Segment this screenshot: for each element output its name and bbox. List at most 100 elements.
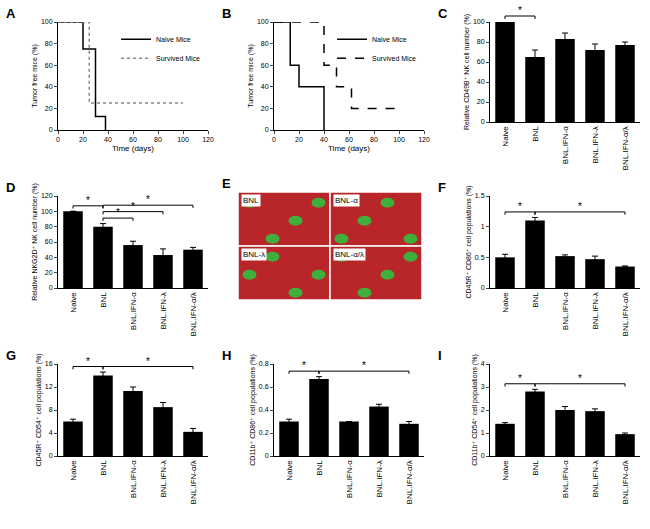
svg-text:BNL: BNL [99, 460, 108, 476]
svg-text:BNL.IFN-α: BNL.IFN-α [561, 460, 570, 498]
svg-text:120: 120 [202, 136, 214, 143]
svg-text:BNL: BNL [531, 126, 540, 142]
svg-text:Survived Mice: Survived Mice [156, 55, 200, 62]
svg-text:0: 0 [49, 284, 53, 291]
svg-text:BNL.IFN-λ: BNL.IFN-λ [159, 460, 168, 497]
svg-text:40: 40 [477, 78, 485, 85]
svg-text:CD11b⁺ CD86⁺ cell populations: CD11b⁺ CD86⁺ cell populations (%) [249, 354, 257, 466]
svg-text:BNL.IFN-α/λ: BNL.IFN-α/λ [621, 292, 630, 336]
svg-text:Naive: Naive [501, 292, 510, 313]
svg-text:Naive Mice: Naive Mice [156, 36, 191, 43]
svg-text:B: B [222, 6, 231, 21]
svg-text:100: 100 [393, 136, 405, 143]
svg-text:100: 100 [41, 208, 53, 215]
svg-text:40: 40 [320, 136, 328, 143]
svg-text:0: 0 [49, 126, 53, 133]
svg-text:*: * [86, 195, 90, 206]
svg-text:BNL.IFN-α: BNL.IFN-α [129, 292, 138, 330]
svg-text:0.5: 0.5 [475, 254, 485, 261]
svg-text:0.2: 0.2 [259, 429, 269, 436]
svg-text:0.4: 0.4 [259, 406, 269, 413]
svg-text:1.5: 1.5 [475, 192, 485, 199]
svg-text:0: 0 [272, 136, 276, 143]
svg-text:60: 60 [45, 238, 53, 245]
svg-text:20: 20 [45, 105, 53, 112]
svg-text:BNL: BNL [99, 292, 108, 308]
svg-text:BNL-α/λ: BNL-α/λ [335, 250, 364, 259]
svg-text:4: 4 [481, 360, 485, 367]
svg-text:*: * [146, 194, 150, 205]
svg-text:A: A [6, 6, 16, 21]
svg-text:BNL.IFN-α/λ: BNL.IFN-α/λ [621, 460, 630, 504]
svg-text:40: 40 [261, 83, 269, 90]
svg-text:BNL.IFN-α/λ: BNL.IFN-α/λ [405, 460, 414, 504]
svg-text:0: 0 [265, 452, 269, 459]
svg-text:0.8: 0.8 [259, 360, 269, 367]
svg-text:Naive: Naive [69, 460, 78, 481]
svg-text:*: * [146, 356, 150, 367]
svg-text:Time (days): Time (days) [112, 144, 154, 153]
svg-text:E: E [222, 176, 231, 191]
svg-text:*: * [518, 201, 522, 212]
svg-text:4: 4 [49, 429, 53, 436]
svg-text:60: 60 [261, 62, 269, 69]
svg-text:60: 60 [477, 58, 485, 65]
svg-text:100: 100 [41, 18, 53, 25]
svg-text:*: * [578, 201, 582, 212]
svg-text:1: 1 [481, 223, 485, 230]
svg-text:*: * [302, 360, 306, 371]
svg-text:CD45R⁺ CD54⁺ cell populations: CD45R⁺ CD54⁺ cell populations (%) [35, 353, 43, 466]
svg-text:*: * [131, 201, 135, 212]
svg-text:C: C [438, 6, 448, 21]
svg-text:16: 16 [45, 360, 53, 367]
svg-text:0: 0 [49, 452, 53, 459]
svg-text:60: 60 [345, 136, 353, 143]
svg-text:80: 80 [477, 38, 485, 45]
svg-text:*: * [116, 207, 120, 218]
svg-text:100: 100 [473, 18, 485, 25]
svg-text:1: 1 [481, 429, 485, 436]
svg-text:Time (days): Time (days) [328, 144, 370, 153]
svg-text:BNL-α: BNL-α [335, 196, 358, 205]
svg-text:*: * [518, 373, 522, 384]
svg-text:BNL.IFN-λ: BNL.IFN-λ [591, 126, 600, 163]
svg-text:0: 0 [481, 284, 485, 291]
svg-text:40: 40 [45, 254, 53, 261]
svg-text:BNL: BNL [243, 196, 259, 205]
svg-text:Naive: Naive [501, 460, 510, 481]
svg-text:0: 0 [481, 452, 485, 459]
svg-text:Survived Mice: Survived Mice [372, 55, 416, 62]
svg-text:F: F [438, 180, 446, 195]
svg-text:BNL.IFN-α/λ: BNL.IFN-α/λ [621, 126, 630, 170]
svg-text:BNL.IFN-α/λ: BNL.IFN-α/λ [189, 460, 198, 504]
svg-text:80: 80 [45, 223, 53, 230]
svg-text:100: 100 [177, 136, 189, 143]
svg-text:Tumor free mice (%): Tumor free mice (%) [247, 44, 255, 108]
svg-text:20: 20 [477, 98, 485, 105]
svg-text:BNL: BNL [531, 460, 540, 476]
svg-text:BNL: BNL [531, 292, 540, 308]
svg-text:20: 20 [261, 105, 269, 112]
svg-text:Tumor free mice (%): Tumor free mice (%) [31, 44, 39, 108]
svg-text:*: * [86, 356, 90, 367]
svg-text:120: 120 [41, 192, 53, 199]
svg-text:*: * [518, 5, 522, 16]
svg-text:BNL.IFN-α/λ: BNL.IFN-α/λ [189, 292, 198, 336]
svg-text:100: 100 [257, 18, 269, 25]
svg-text:12: 12 [45, 383, 53, 390]
svg-text:3: 3 [481, 383, 485, 390]
svg-text:80: 80 [45, 40, 53, 47]
svg-text:BNL.IFN-α: BNL.IFN-α [129, 460, 138, 498]
svg-text:60: 60 [45, 62, 53, 69]
svg-text:CD45R⁺ CD86⁺ cell populations: CD45R⁺ CD86⁺ cell populations (%) [465, 185, 473, 298]
svg-text:80: 80 [370, 136, 378, 143]
svg-text:20: 20 [295, 136, 303, 143]
svg-text:D: D [6, 180, 15, 195]
svg-text:BNL.IFN-λ: BNL.IFN-λ [591, 460, 600, 497]
svg-text:BNL.IFN-α: BNL.IFN-α [561, 126, 570, 164]
svg-text:CD11b⁺ CD54⁺ cell populations: CD11b⁺ CD54⁺ cell populations (%) [471, 354, 479, 466]
svg-text:40: 40 [45, 83, 53, 90]
svg-text:60: 60 [129, 136, 137, 143]
svg-text:Naive: Naive [501, 126, 510, 147]
svg-text:0: 0 [265, 126, 269, 133]
